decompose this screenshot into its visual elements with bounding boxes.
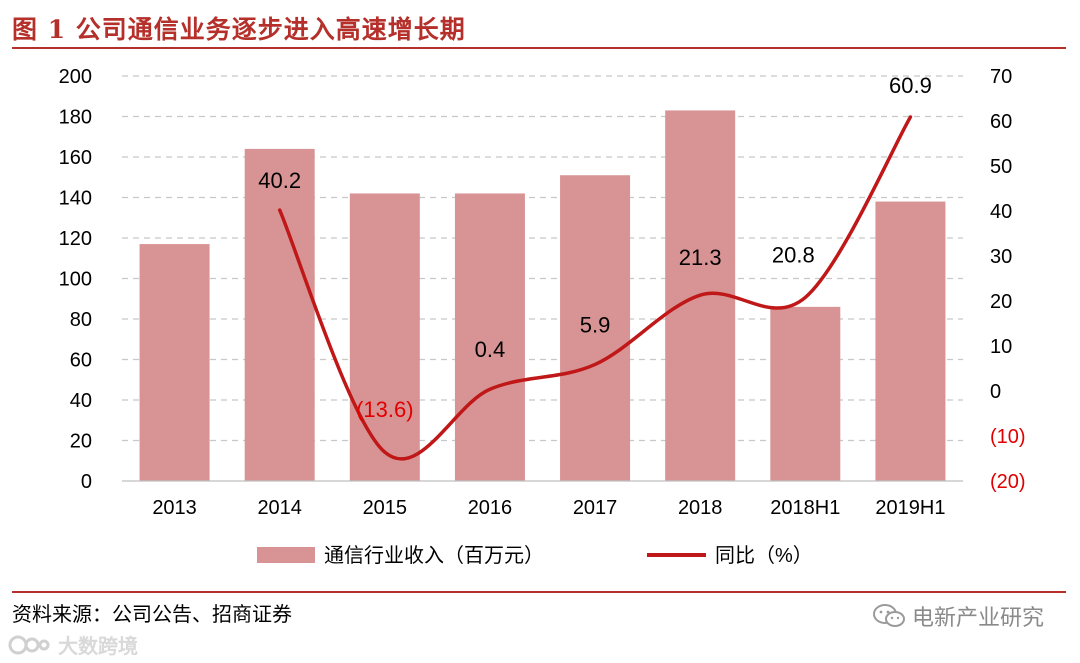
bar-2013 bbox=[139, 244, 210, 481]
figure-title: 图 1 公司通信业务逐步进入高速增长期 bbox=[12, 15, 466, 44]
right-axis-ticks: 70 60 50 40 30 20 10 0 (10) (20) bbox=[990, 66, 1026, 493]
bar-2017 bbox=[560, 175, 631, 481]
title-rule bbox=[12, 47, 1066, 49]
line-data-label: 60.9 bbox=[889, 73, 932, 98]
x-tick-label: 2019H1 bbox=[875, 497, 945, 519]
bar-series bbox=[139, 110, 946, 482]
legend: 通信行业收入（百万元） 同比（%） bbox=[257, 544, 813, 567]
left-tick-label: 140 bbox=[59, 188, 92, 210]
watermark-right: 电新产业研究 bbox=[872, 600, 1044, 632]
left-tick-label: 180 bbox=[59, 107, 92, 129]
left-tick-label: 40 bbox=[70, 390, 92, 412]
legend-line-label: 同比（%） bbox=[715, 544, 813, 567]
line-data-labels: 40.2 (13.6) 0.4 5.9 21.3 20.8 60.9 bbox=[258, 73, 932, 422]
line-data-label: 40.2 bbox=[258, 168, 301, 193]
right-tick-label: 10 bbox=[990, 336, 1012, 358]
bar-2016 bbox=[454, 193, 525, 481]
right-tick-label: (10) bbox=[990, 426, 1026, 448]
gridlines bbox=[122, 75, 963, 442]
bar-2014 bbox=[244, 148, 315, 481]
left-tick-label: 20 bbox=[70, 431, 92, 453]
left-tick-label: 160 bbox=[59, 147, 92, 169]
line-data-label: 0.4 bbox=[475, 337, 506, 362]
line-data-label: (13.6) bbox=[356, 397, 413, 422]
bar-2015 bbox=[349, 193, 420, 481]
watermark-left-text: 大数跨境 bbox=[58, 634, 138, 658]
x-tick-label: 2013 bbox=[152, 497, 197, 519]
left-tick-label: 60 bbox=[70, 350, 92, 372]
x-tick-label: 2014 bbox=[257, 497, 302, 519]
brand-logo-icon bbox=[8, 635, 50, 654]
right-tick-label: 60 bbox=[990, 111, 1012, 133]
watermark-left: 大数跨境 bbox=[8, 630, 138, 659]
line-data-label: 5.9 bbox=[580, 312, 611, 337]
growth-line bbox=[277, 115, 913, 461]
x-tick-label: 2017 bbox=[573, 497, 618, 519]
legend-bar-label: 通信行业收入（百万元） bbox=[324, 544, 544, 567]
x-tick-label: 2018 bbox=[678, 497, 723, 519]
x-tick-label: 2015 bbox=[363, 497, 408, 519]
right-tick-label: 50 bbox=[990, 156, 1012, 178]
right-tick-label: 40 bbox=[990, 201, 1012, 223]
wechat-icon bbox=[872, 604, 905, 627]
watermark-right-text: 电新产业研究 bbox=[911, 606, 1044, 631]
right-tick-label: 0 bbox=[990, 381, 1001, 403]
left-axis-ticks: 0 20 40 60 80 100 120 140 160 180 200 bbox=[59, 66, 92, 493]
bar-2019H1 bbox=[875, 201, 946, 482]
line-series bbox=[277, 115, 913, 461]
legend-bar-swatch bbox=[257, 547, 315, 563]
x-tick-label: 2016 bbox=[468, 497, 513, 519]
left-tick-label: 100 bbox=[59, 269, 92, 291]
x-axis: 2013 2014 2015 2016 2017 2018 2018H1 2019H1 bbox=[122, 480, 963, 519]
bar-2018H1 bbox=[770, 306, 841, 481]
source-note: 资料来源：公司公告、招商证券 bbox=[12, 602, 292, 626]
x-tick-label: 2018H1 bbox=[770, 497, 840, 519]
right-tick-label: (20) bbox=[990, 471, 1026, 493]
left-tick-label: 120 bbox=[59, 228, 92, 250]
left-tick-label: 80 bbox=[70, 309, 92, 331]
left-tick-label: 200 bbox=[59, 66, 92, 88]
line-data-label: 21.3 bbox=[679, 245, 722, 270]
source-rule bbox=[12, 591, 1066, 593]
right-tick-label: 30 bbox=[990, 246, 1012, 268]
right-tick-label: 70 bbox=[990, 66, 1012, 88]
left-tick-label: 0 bbox=[81, 471, 92, 493]
right-tick-label: 20 bbox=[990, 291, 1012, 313]
line-data-label: 20.8 bbox=[772, 242, 815, 267]
